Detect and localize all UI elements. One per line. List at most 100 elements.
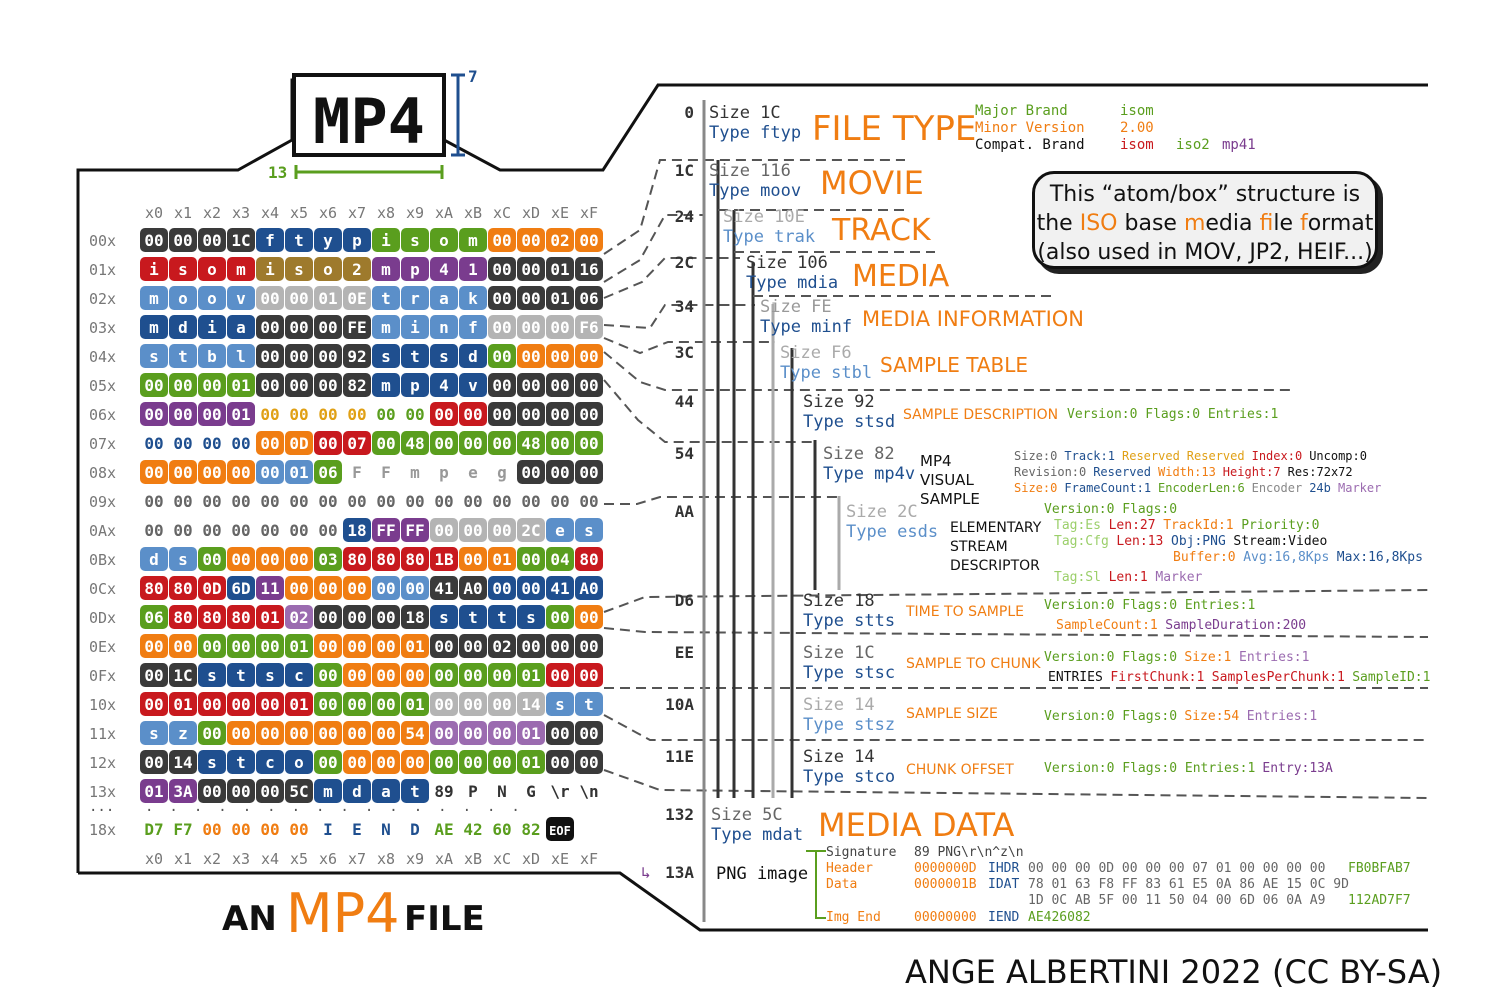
atom-size: Size 92 [803,392,875,412]
field-value: 2.00 [1120,120,1154,136]
byte-value: 00 [492,521,511,540]
field-value: Width:13 [1158,465,1216,479]
byte-value: 5C [289,782,308,801]
byte-value: 00 [376,695,395,714]
byte-value: t [236,666,246,685]
atom-size: Size F6 [780,343,852,363]
byte-cell [169,779,197,803]
byte-value: 14 [521,695,540,714]
byte-value: m [381,260,391,279]
byte-value: 00 [347,579,366,598]
field-value: Height:7 [1223,465,1281,479]
row-ellipsis-cells: ................ [145,799,536,815]
byte-value: 4 [439,376,449,395]
byte-value: 00 [260,434,279,453]
byte-value: 00 [318,637,337,656]
byte-cell [169,402,197,426]
byte-cell [256,576,284,600]
byte-cell [546,663,574,687]
byte-cell [401,750,429,774]
byte-cell [227,605,255,629]
byte-cell [198,692,226,716]
byte-value: 00 [492,695,511,714]
byte-value: 00 [550,347,569,366]
byte-value: i [265,260,275,279]
byte-cell [372,431,400,455]
byte-value: A0 [463,579,482,598]
field-value: Size:0 [1014,449,1057,463]
byte-cell [488,315,516,339]
byte-value: 80 [579,550,598,569]
byte-cell [401,779,429,803]
byte-value: 00 [231,724,250,743]
byte-value: 06 [318,463,337,482]
byte-cell [430,721,458,745]
byte-value: 00 [376,405,395,424]
byte-value: 00 [347,492,366,511]
byte-value: 00 [492,405,511,424]
png-field: 78 01 63 F8 FF 83 61 E5 0A 86 AE 15 0C 9… [1028,877,1349,892]
row-offset-label: 04x [89,348,116,366]
byte-cell [256,605,284,629]
byte-cell [401,518,429,542]
byte-cell [140,402,168,426]
atom-offset: 11E [665,747,694,766]
byte-cell [372,663,400,687]
byte-value: 00 [405,579,424,598]
byte-cell [314,605,342,629]
byte-value: e [468,463,478,482]
byte-cell [372,721,400,745]
atom-offset: 24 [675,207,694,226]
byte-value: s [381,347,391,366]
byte-cell [227,663,255,687]
byte-cell [198,315,226,339]
byte-value: t [410,347,420,366]
byte-value: m [323,782,333,801]
byte-value: t [468,608,478,627]
row-offset-label: 09x [89,493,116,511]
mp4-logo-text: MP4 [313,85,425,158]
row-offset-label: 10x [89,696,116,714]
byte-cell [140,547,168,571]
byte-cell [256,692,284,716]
byte-value: f [265,231,275,250]
byte-cell [575,402,603,426]
byte-value: p [352,231,362,250]
byte-cell [459,576,487,600]
byte-cell [285,315,313,339]
column-label: xF [580,850,598,868]
tree-lines [702,100,841,922]
byte-value: 02 [492,637,511,656]
byte-value: 01 [521,724,540,743]
byte-value: 0D [289,434,308,453]
byte-cell [343,634,371,658]
field-value: Tag:Sl [1054,570,1101,585]
byte-cell [256,634,284,658]
byte-value: 01 [289,637,308,656]
field-value: Entries:1 [1247,709,1317,724]
byte-cell [401,344,429,368]
atom-title: MEDIA INFORMATION [862,307,1084,331]
height-label: 7 [468,67,478,86]
byte-value: 01 [521,753,540,772]
byte-value: 00 [550,492,569,511]
byte-value: 00 [260,492,279,511]
byte-cell [169,605,197,629]
column-label: xD [522,204,540,222]
byte-value: t [497,608,507,627]
byte-value: 00 [463,405,482,424]
hex-row: 0Dx 06 80 80 80 01 02 00 00 00 18 s t t s 00 00 [89,605,603,629]
field-value: Tag:Cfg [1054,534,1109,549]
field-value: Marker [1338,481,1381,495]
byte-cell [575,257,603,281]
byte-cell [169,344,197,368]
byte-value: m [381,376,391,395]
byte-cell [401,286,429,310]
byte-cell [227,257,255,281]
png-field: 89 PNG\r\n^z\n [914,845,1024,860]
byte-cell [546,721,574,745]
byte-cell [459,750,487,774]
byte-cell [372,518,400,542]
byte-value: 00 [318,579,337,598]
